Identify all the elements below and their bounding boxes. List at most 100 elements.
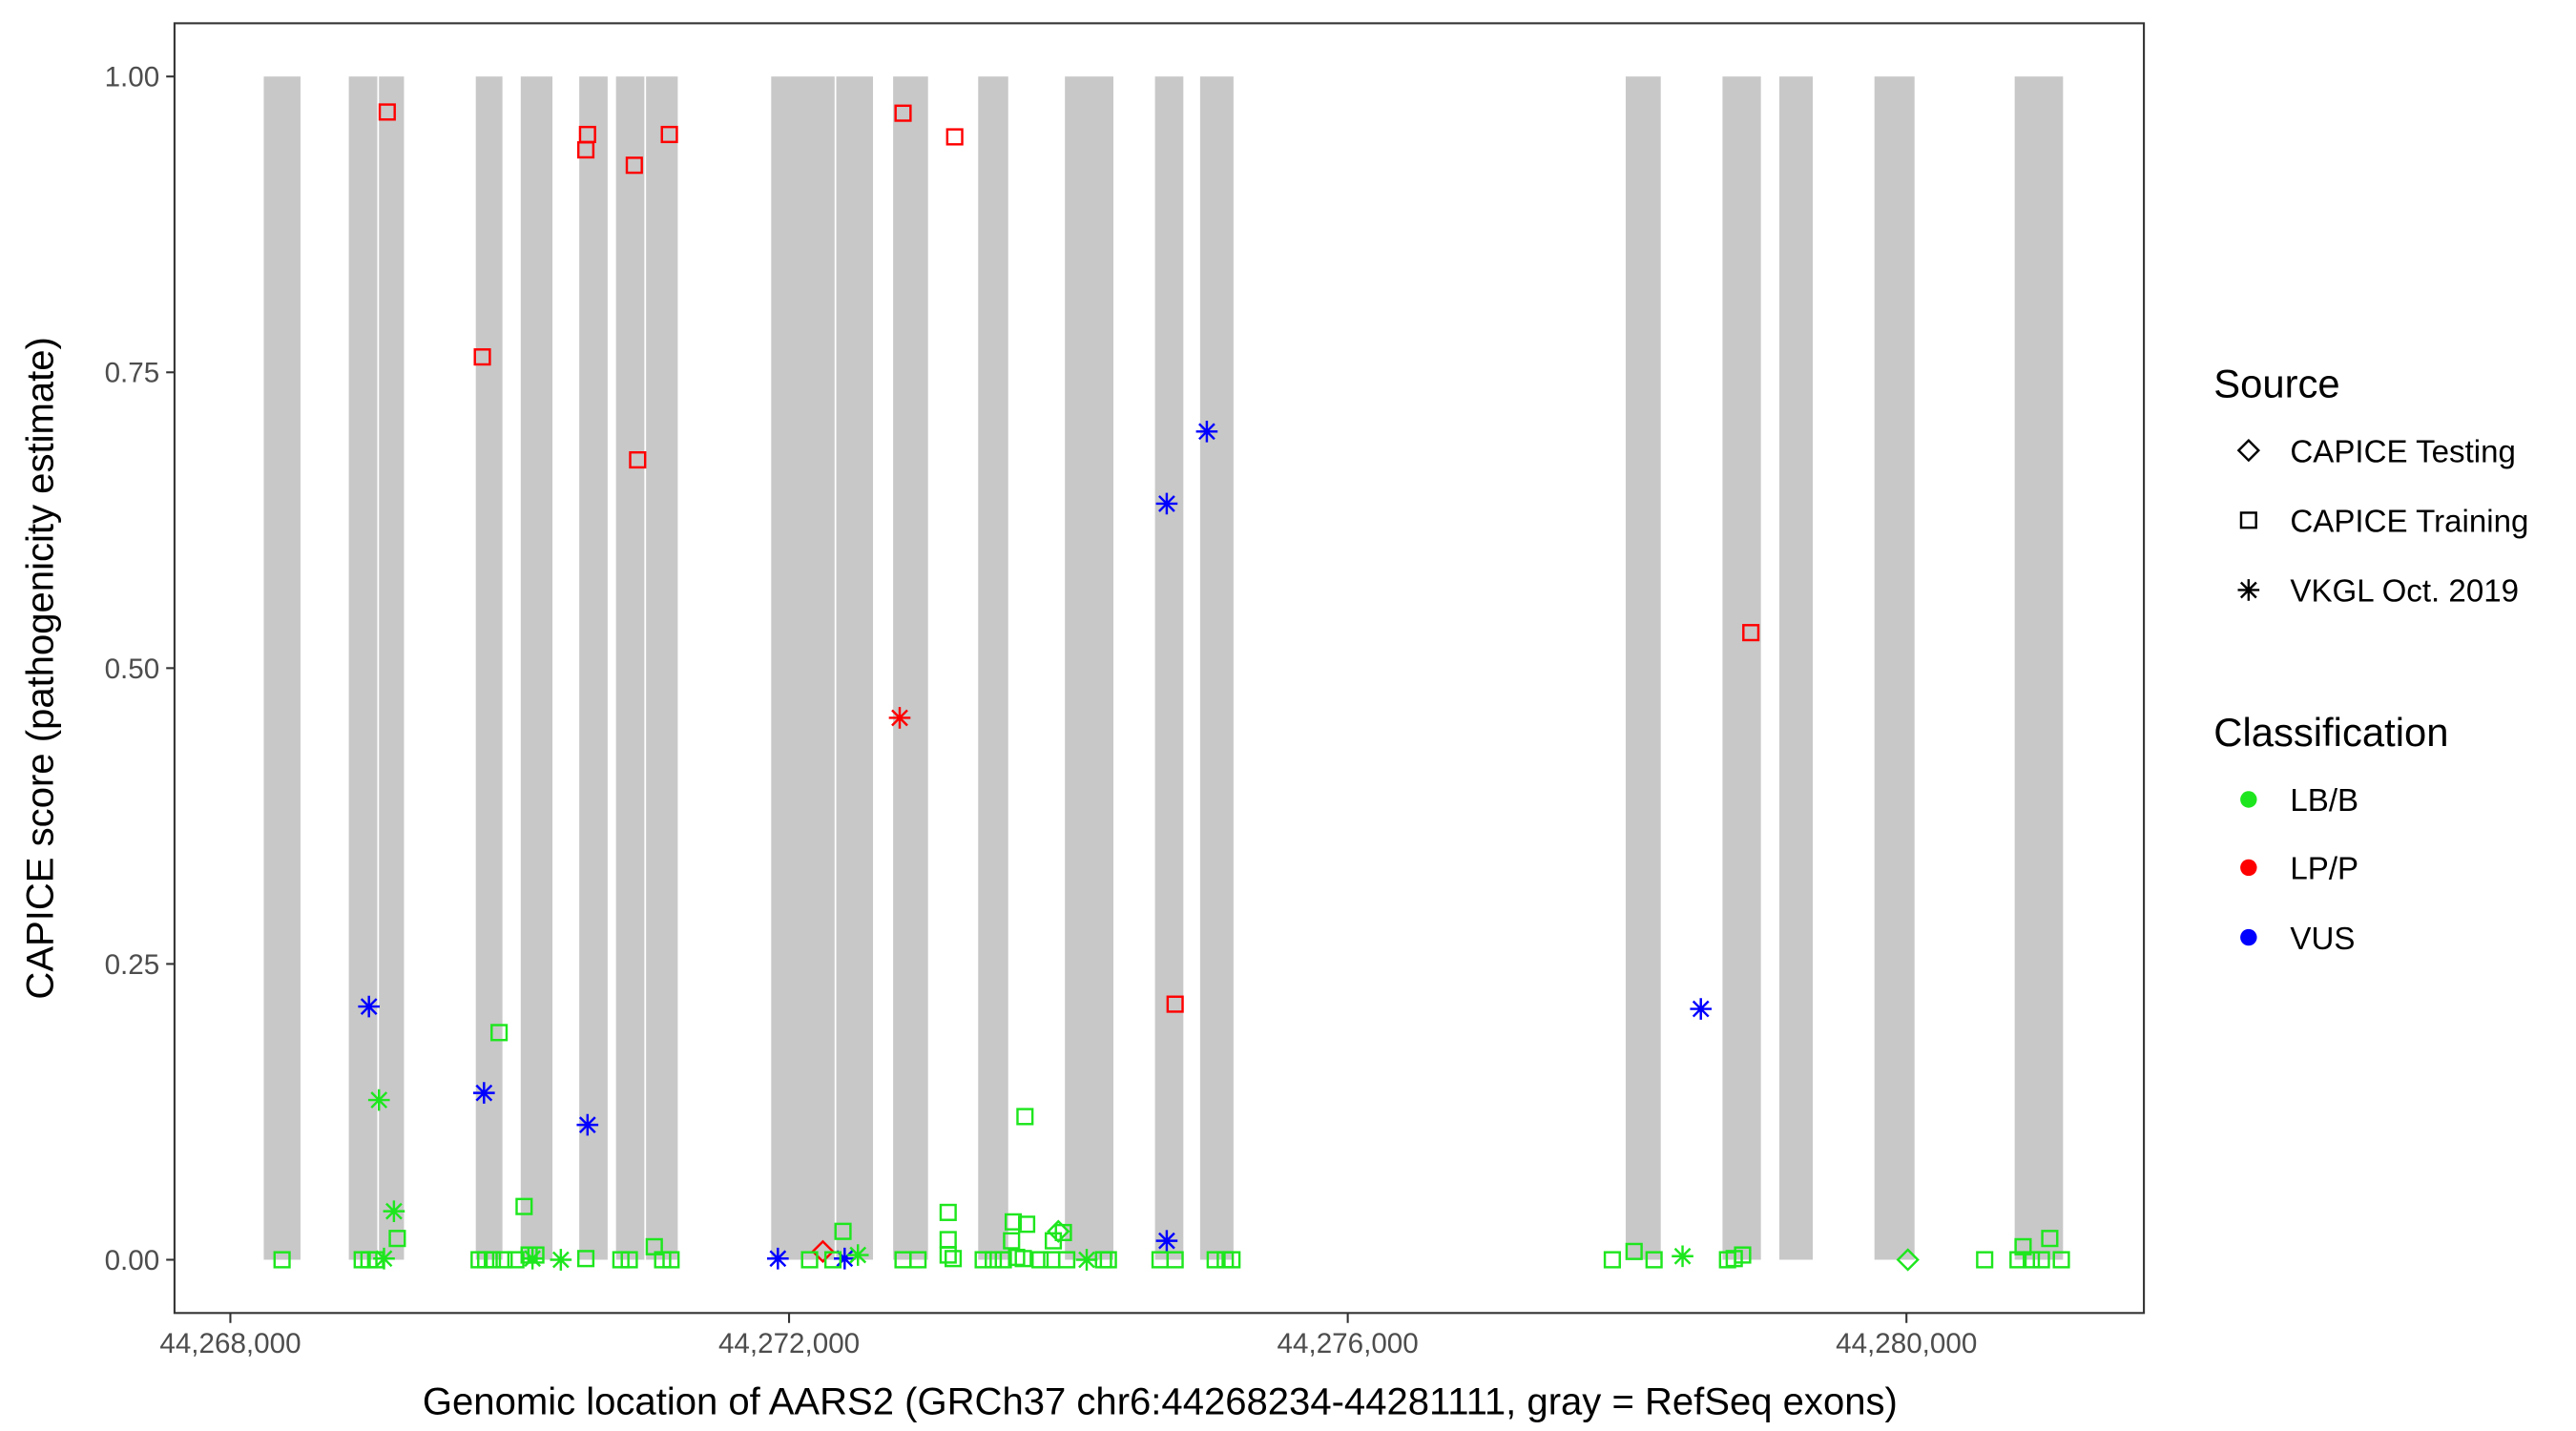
exon-band <box>2014 76 2064 1260</box>
x-tick-label: 44,280,000 <box>1836 1328 1977 1359</box>
data-point <box>625 156 643 175</box>
data-point <box>2041 1230 2059 1248</box>
data-point <box>1155 492 1178 515</box>
data-point <box>388 1230 406 1248</box>
data-point <box>2052 1251 2070 1269</box>
data-point <box>473 348 491 366</box>
exon-band <box>836 76 874 1260</box>
data-points <box>273 103 2070 1272</box>
data-point <box>1166 995 1184 1013</box>
exon-band <box>1779 76 1813 1260</box>
exon-band <box>579 76 608 1260</box>
data-point <box>472 1082 495 1104</box>
legend-key-dot-icon <box>2240 928 2257 946</box>
data-point <box>1018 1215 1036 1234</box>
data-point <box>550 1249 572 1271</box>
data-point <box>1054 1223 1072 1242</box>
data-point <box>1004 1213 1023 1231</box>
data-point <box>576 1113 599 1136</box>
exon-band <box>615 76 645 1260</box>
data-point <box>2023 1251 2041 1269</box>
data-point <box>1047 1219 1070 1243</box>
data-point <box>767 1247 789 1270</box>
y-tick-label: 0.25 <box>105 949 160 981</box>
data-point <box>358 995 381 1018</box>
data-point <box>1976 1251 1994 1269</box>
exon-band <box>1722 76 1761 1260</box>
data-point <box>945 1250 963 1268</box>
data-point <box>366 1251 384 1269</box>
data-point <box>367 1089 390 1111</box>
legend-class-label: LB/B <box>2290 783 2358 819</box>
data-point <box>1003 1232 1021 1250</box>
data-point <box>994 1251 1012 1269</box>
data-point <box>1016 1108 1034 1126</box>
y-axis-title: CAPICE score (pathogenicity estimate) <box>20 337 62 999</box>
legend-key-diamond-icon <box>2236 438 2261 463</box>
data-point <box>576 1250 595 1268</box>
exon-band <box>520 76 553 1260</box>
data-point <box>1896 1248 1920 1272</box>
data-point <box>974 1251 992 1269</box>
y-tick-label: 0.00 <box>105 1245 160 1276</box>
legend-key-dot-icon <box>2240 859 2257 877</box>
data-point <box>939 1246 957 1264</box>
data-point <box>1223 1251 1241 1269</box>
data-point <box>1672 1245 1693 1268</box>
legend-source-label: CAPICE Testing <box>2290 434 2516 469</box>
data-point <box>2009 1251 2027 1269</box>
exon-band <box>1625 76 1661 1260</box>
legend-key-dot-icon <box>2240 791 2257 808</box>
y-tick-label: 0.75 <box>105 358 160 389</box>
data-point <box>846 1244 869 1266</box>
y-tick-label: 1.00 <box>105 62 160 93</box>
legend-source-label: CAPICE Training <box>2290 504 2528 539</box>
data-point <box>1099 1251 1117 1269</box>
legend-source-label: VKGL Oct. 2019 <box>2290 574 2519 610</box>
legend: Source CAPICE Testing CAPICE Training VK… <box>2213 361 2528 956</box>
data-point <box>888 707 911 729</box>
data-point <box>662 1251 680 1269</box>
data-point <box>507 1251 525 1269</box>
data-point <box>620 1251 638 1269</box>
x-tick-label: 44,272,000 <box>718 1328 860 1359</box>
data-point <box>1195 420 1218 443</box>
exon-band <box>348 76 378 1260</box>
exon-band <box>978 76 1008 1260</box>
data-point <box>1625 1242 1643 1260</box>
data-point <box>383 1200 405 1222</box>
data-point <box>521 1247 544 1270</box>
data-point <box>909 1251 927 1269</box>
legend-class-label: VUS <box>2290 922 2355 957</box>
data-point <box>527 1246 545 1264</box>
data-point <box>490 1024 509 1042</box>
data-point <box>1075 1249 1098 1271</box>
data-point <box>1645 1251 1663 1269</box>
data-point <box>1166 1251 1184 1269</box>
x-axis: 44,268,000 44,272,000 44,276,000 44,280,000 <box>159 1313 1977 1359</box>
exon-band <box>475 76 503 1260</box>
data-point <box>800 1251 819 1269</box>
exon-band <box>379 76 405 1260</box>
x-tick-label: 44,268,000 <box>159 1328 301 1359</box>
data-point <box>894 104 912 122</box>
exon-band <box>646 76 678 1260</box>
exon-bands <box>263 76 2064 1260</box>
data-point <box>378 103 396 121</box>
data-point <box>945 128 964 146</box>
data-point <box>1058 1251 1076 1269</box>
exon-band <box>893 76 928 1260</box>
data-point <box>2032 1251 2050 1269</box>
data-point <box>939 1203 957 1221</box>
data-point <box>660 125 678 144</box>
data-point <box>811 1239 835 1263</box>
exon-band <box>1154 76 1184 1260</box>
data-point <box>484 1251 502 1269</box>
data-point <box>1206 1251 1224 1269</box>
data-point <box>985 1251 1003 1269</box>
legend-class-label: LP/P <box>2290 852 2358 887</box>
data-point <box>629 450 647 469</box>
x-tick-label: 44,276,000 <box>1278 1328 1419 1359</box>
